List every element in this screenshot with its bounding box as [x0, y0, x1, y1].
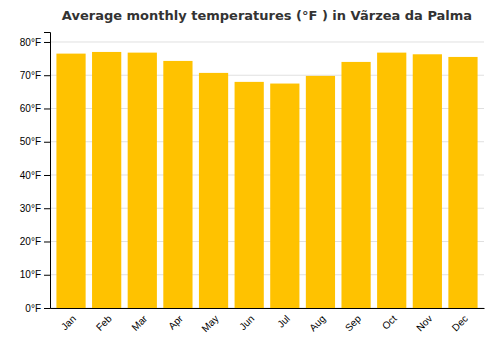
y-tick: 80°F	[20, 37, 50, 48]
x-tick: Dec	[450, 313, 470, 333]
y-tick: 30°F	[20, 203, 50, 214]
bar	[270, 84, 299, 308]
x-tick-label: Aug	[307, 313, 327, 333]
bar	[377, 53, 406, 308]
y-tick-mark	[44, 208, 50, 209]
x-tick-label: Jan	[59, 313, 78, 332]
y-tick-label: 0°F	[25, 303, 41, 314]
x-tick-label: Dec	[450, 313, 470, 333]
x-axis: Jan Feb Mar Apr May Jun Jul Aug Sep Oct Nov Dec	[51, 309, 485, 335]
x-tick-label: Jun	[237, 313, 256, 332]
bar	[92, 52, 121, 308]
y-tick-mark	[44, 308, 50, 309]
x-tick: Mar	[129, 312, 149, 332]
bar	[199, 73, 228, 308]
bar	[448, 57, 477, 308]
x-tick-label: Nov	[414, 313, 434, 333]
title: Average monthly temperatures (°F ) in Vã…	[62, 8, 472, 23]
bar	[56, 54, 85, 308]
x-tick: Sep	[343, 313, 364, 334]
y-tick-label: 30°F	[20, 203, 41, 214]
x-tick-label: Jul	[275, 313, 292, 330]
bar	[413, 54, 442, 308]
plot: 0°F 10°F 20°F 30°F 40°F 50°F 60°F 70°F 80°F Jan Fe…	[20, 33, 485, 335]
x-tick: Aug	[307, 313, 327, 333]
x-tick-label: Oct	[380, 313, 399, 332]
x-tick-label: Apr	[166, 312, 185, 331]
y-tick: 50°F	[20, 136, 50, 147]
grid-line	[50, 41, 484, 42]
bar	[128, 53, 157, 308]
y-tick-mark	[44, 108, 50, 109]
x-tick: May	[199, 313, 220, 334]
y-tick: 10°F	[20, 269, 50, 280]
y-tick-label: 50°F	[20, 136, 41, 147]
y-tick-mark	[44, 42, 50, 43]
y-tick: 60°F	[20, 103, 50, 114]
bars	[56, 52, 477, 308]
x-tick: Apr	[166, 312, 185, 331]
x-tick-label: May	[199, 313, 220, 334]
y-tick: 40°F	[20, 170, 50, 181]
grid	[50, 42, 484, 308]
y-tick-mark	[44, 175, 50, 176]
x-tick: Jun	[237, 313, 256, 332]
chart: 0°F 10°F 20°F 30°F 40°F 50°F 60°F 70°F 80°F Jan Fe…	[0, 0, 500, 350]
bar	[163, 61, 192, 308]
x-tick: Jan	[59, 313, 78, 332]
x-axis-line	[51, 308, 485, 309]
x-tick-label: Mar	[129, 312, 149, 332]
bar	[306, 76, 335, 308]
x-tick: Feb	[94, 313, 114, 333]
bar	[235, 82, 264, 308]
y-tick-mark	[44, 275, 50, 276]
y-tick: 70°F	[20, 70, 50, 81]
y-tick: 20°F	[20, 236, 50, 247]
y-tick-mark	[44, 142, 50, 143]
x-tick: Oct	[380, 313, 399, 332]
y-tick: 0°F	[25, 303, 50, 314]
x-tick-label: Sep	[343, 313, 364, 334]
y-tick-label: 80°F	[20, 37, 41, 48]
y-tick-mark	[44, 75, 50, 76]
y-tick-label: 60°F	[20, 103, 41, 114]
bar	[341, 62, 370, 308]
y-tick-label: 40°F	[20, 170, 41, 181]
x-tick: Nov	[414, 313, 434, 333]
y-axis: 0°F 10°F 20°F 30°F 40°F 50°F 60°F 70°F 80°F	[20, 33, 51, 314]
y-axis-line	[44, 33, 51, 309]
y-tick-label: 10°F	[20, 269, 41, 280]
y-tick-label: 70°F	[20, 70, 41, 81]
x-tick: Jul	[275, 313, 292, 330]
y-tick-mark	[44, 241, 50, 242]
x-tick-label: Feb	[94, 313, 114, 333]
y-tick-label: 20°F	[20, 236, 41, 247]
